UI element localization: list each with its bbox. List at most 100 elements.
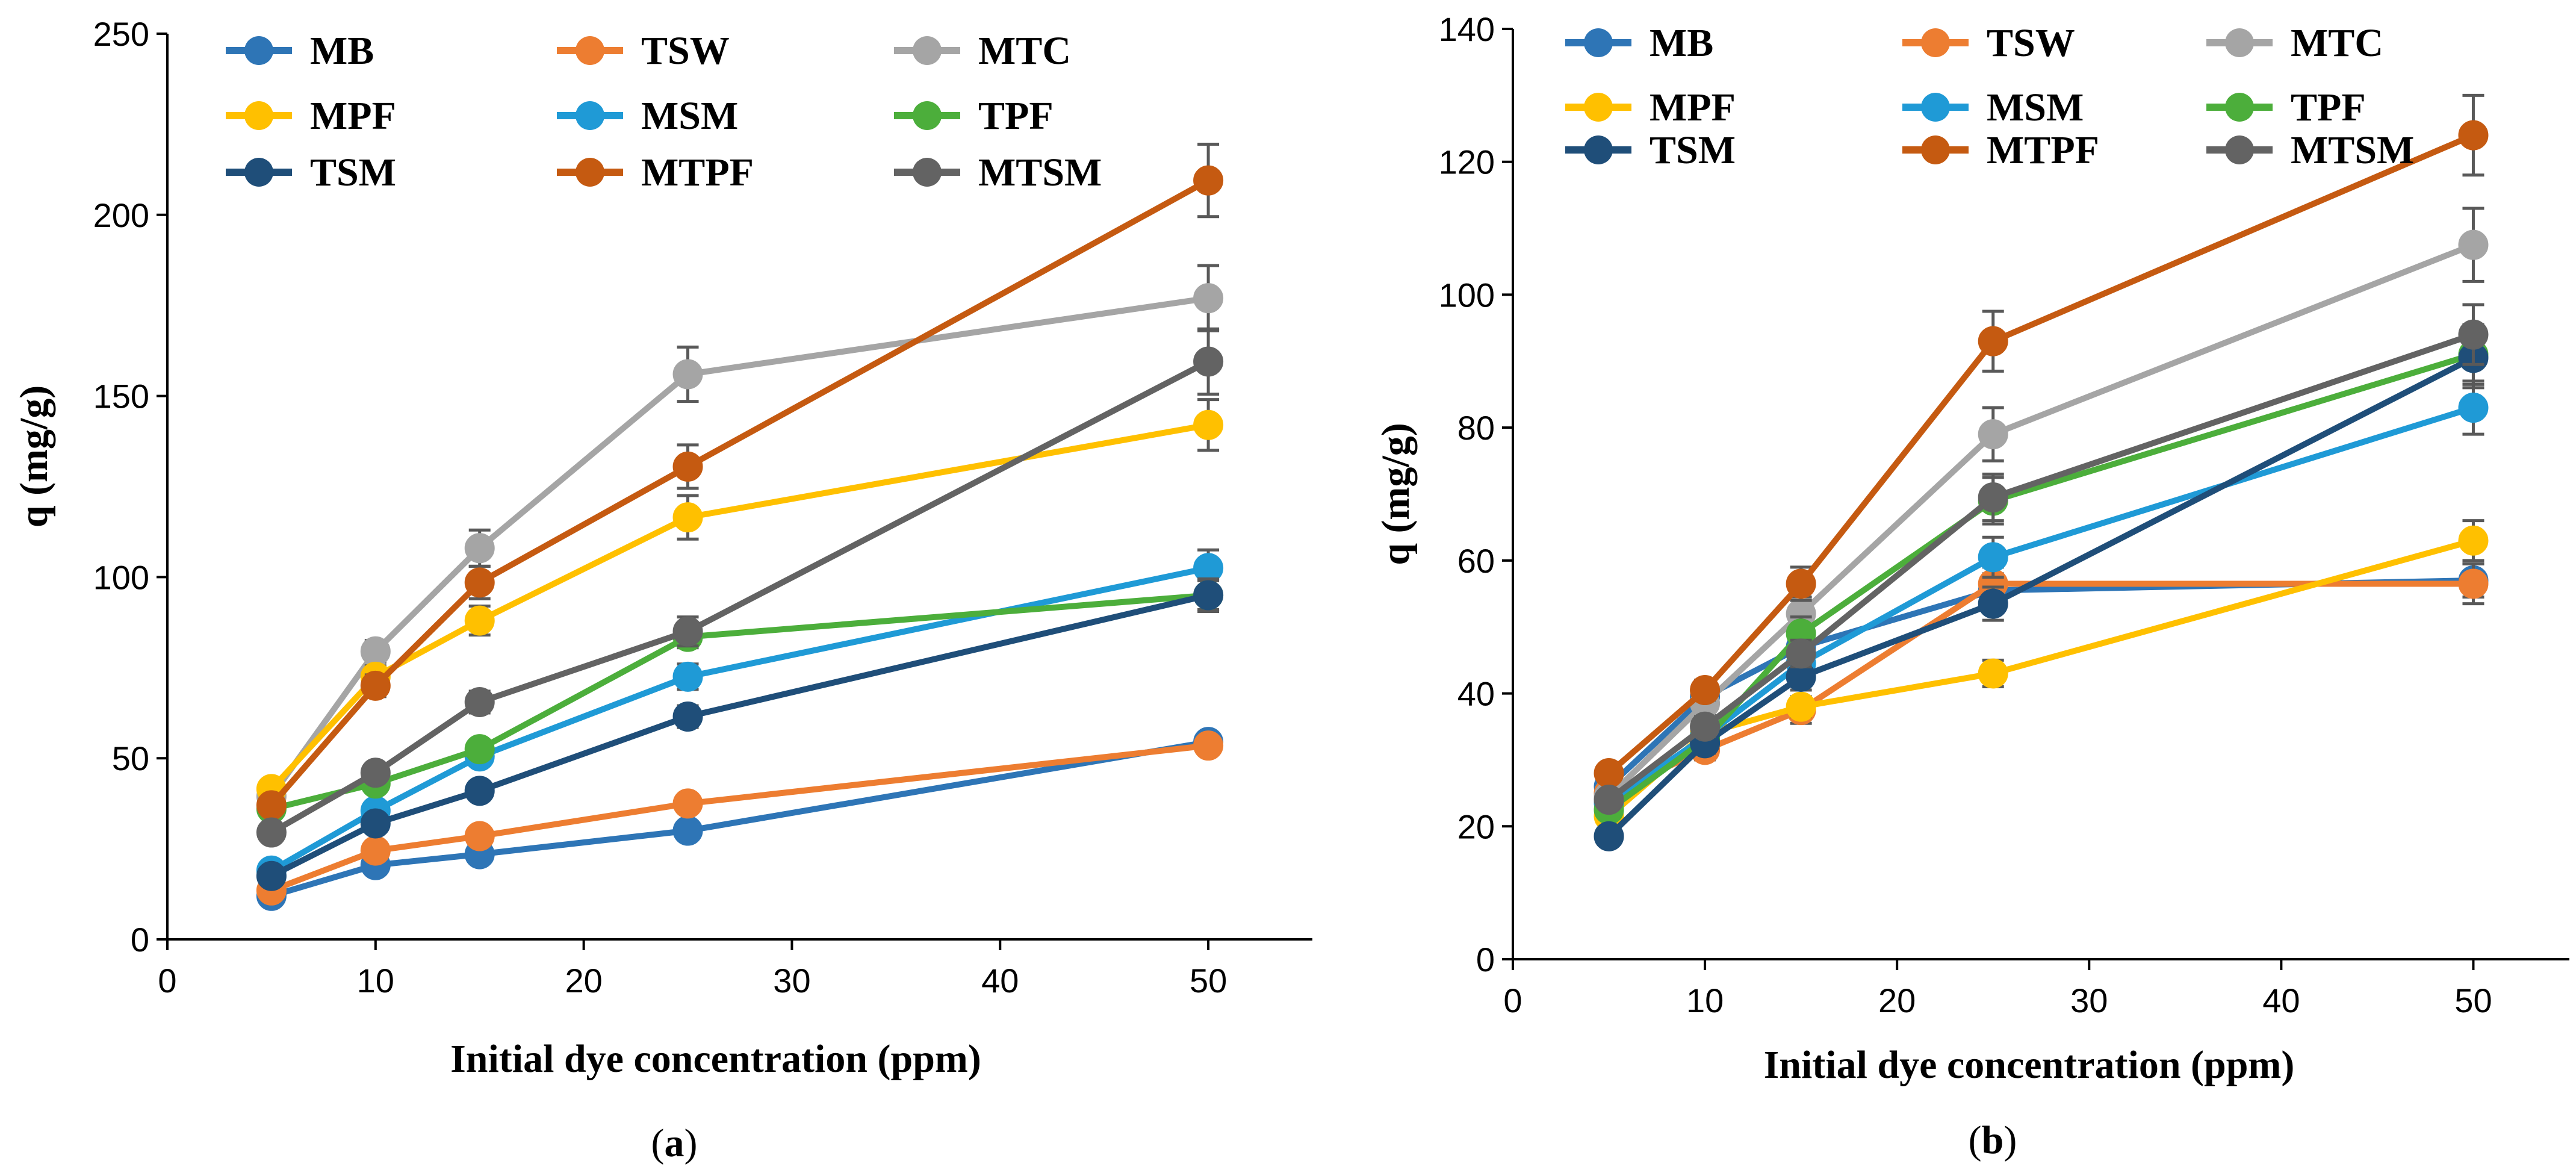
legend-item-mpf: MPF	[1565, 86, 1736, 129]
x-tick-label: 10	[357, 962, 394, 1000]
y-tick-label: 100	[1439, 276, 1495, 314]
legend-label: MSM	[1987, 86, 2084, 129]
panel-label-letter: b	[1982, 1118, 2004, 1162]
series-tsm	[256, 577, 1224, 891]
legend-item-msm: MSM	[557, 94, 738, 138]
y-tick-label: 150	[93, 378, 149, 415]
x-tick-label: 0	[1503, 982, 1522, 1019]
x-axis-title: Initial dye concentration (ppm)	[450, 1037, 981, 1081]
legend-swatch-marker	[1921, 28, 1950, 57]
data-point	[464, 605, 495, 636]
legend-swatch-marker	[1584, 28, 1613, 57]
series-mtpf	[1594, 93, 2489, 788]
y-tick-label: 50	[112, 739, 149, 777]
legend-swatch-marker	[244, 36, 273, 65]
legend-swatch-marker	[2225, 28, 2254, 57]
legend-label: TPF	[978, 94, 1054, 138]
legend-label: MTC	[2291, 21, 2383, 65]
data-point	[464, 821, 495, 851]
legend-swatch-marker	[1921, 93, 1950, 122]
y-tick-label: 60	[1457, 542, 1495, 580]
data-point	[1978, 326, 2008, 356]
legend-swatch-marker	[244, 158, 273, 187]
legend-item-tsm: TSM	[1565, 128, 1736, 172]
legend-label: TSM	[310, 151, 396, 194]
chart-panel-b: 0 20 40 60 80 100 120 140 0 10 20 30 40 50 Initial dye…	[1374, 10, 2569, 1162]
y-tick-label: 80	[1457, 409, 1495, 447]
panel-label-letter: a	[665, 1121, 684, 1165]
data-point	[1978, 658, 2008, 689]
data-point	[1193, 346, 1224, 377]
legend-swatch-marker	[576, 158, 604, 187]
data-point	[360, 758, 391, 788]
data-point	[256, 817, 287, 848]
legend-item-tpf: TPF	[894, 94, 1054, 138]
y-tick-label: 0	[1476, 941, 1495, 978]
data-point	[1193, 580, 1224, 611]
data-point	[464, 686, 495, 717]
legend-item-mpf: MPF	[226, 94, 396, 138]
y-tick-label: 140	[1439, 10, 1495, 48]
legend-item-mtc: MTC	[894, 29, 1071, 73]
legend-label: MSM	[641, 94, 738, 138]
x-tick-label: 10	[1686, 982, 1724, 1019]
data-point	[256, 860, 287, 891]
data-point	[2458, 120, 2489, 151]
data-point	[1193, 409, 1224, 440]
data-point	[672, 661, 703, 692]
data-point	[1786, 691, 1816, 722]
legend-swatch-marker	[913, 36, 942, 65]
data-point	[1978, 419, 2008, 450]
data-point	[2458, 525, 2489, 556]
legend-item-msm: MSM	[1902, 86, 2084, 129]
data-point	[1690, 675, 1721, 706]
data-point	[464, 533, 495, 564]
x-axis-title: Initial dye concentration (ppm)	[1764, 1043, 2295, 1087]
x-tick-label: 50	[1190, 962, 1227, 1000]
legend: MB TSW MTC MPF MSM TPF TSM MTPF MTSM	[226, 29, 1102, 194]
x-tick-label: 40	[981, 962, 1019, 1000]
data-point	[464, 734, 495, 765]
legend-item-mb: MB	[1565, 21, 1713, 65]
series-mtsm	[256, 327, 1224, 848]
series-mtpf	[256, 142, 1224, 821]
data-point	[1978, 588, 2008, 619]
x-tick-label: 20	[1878, 982, 1916, 1019]
data-point	[672, 616, 703, 647]
data-point	[672, 502, 703, 533]
data-point	[2458, 319, 2489, 350]
x-tick-label: 50	[2454, 982, 2492, 1019]
legend: MB TSW MTC MPF MSM TPF TSM MTPF MTSM	[1565, 21, 2414, 172]
y-tick-label: 40	[1457, 675, 1495, 713]
data-point	[672, 359, 703, 390]
legend-swatch-marker	[2225, 135, 2254, 164]
data-point	[1786, 568, 1816, 599]
data-point	[672, 451, 703, 482]
x-tick-label: 30	[2070, 982, 2108, 1019]
x-tick-label: 20	[565, 962, 602, 1000]
y-tick-label: 200	[93, 196, 149, 234]
y-axis-title: q (mg/g)	[1374, 423, 1418, 565]
y-tick-label: 250	[93, 15, 149, 53]
legend-swatch-marker	[244, 101, 273, 130]
legend-item-tsm: TSM	[226, 151, 396, 194]
data-point	[672, 815, 703, 846]
chart-panel-a: 0 50 100 150 200 250 0 10 20 30 40 50 Initial dye co…	[12, 15, 1312, 1165]
legend-swatch-marker	[576, 36, 604, 65]
data-point	[2458, 568, 2489, 599]
data-point	[360, 670, 391, 701]
data-point	[360, 636, 391, 667]
legend-label: MTSM	[978, 151, 1102, 194]
series-mtsm	[1594, 303, 2489, 815]
x-tick-label: 0	[158, 962, 176, 1000]
legend-swatch-marker	[913, 101, 942, 130]
data-point	[360, 808, 391, 839]
legend-swatch-marker	[913, 158, 942, 187]
data-point	[1978, 482, 2008, 513]
legend-swatch-marker	[1584, 135, 1613, 164]
legend-item-mtpf: MTPF	[557, 151, 754, 194]
data-point	[672, 702, 703, 732]
legend-item-mtpf: MTPF	[1902, 128, 2099, 172]
legend-item-mtsm: MTSM	[894, 151, 1102, 194]
